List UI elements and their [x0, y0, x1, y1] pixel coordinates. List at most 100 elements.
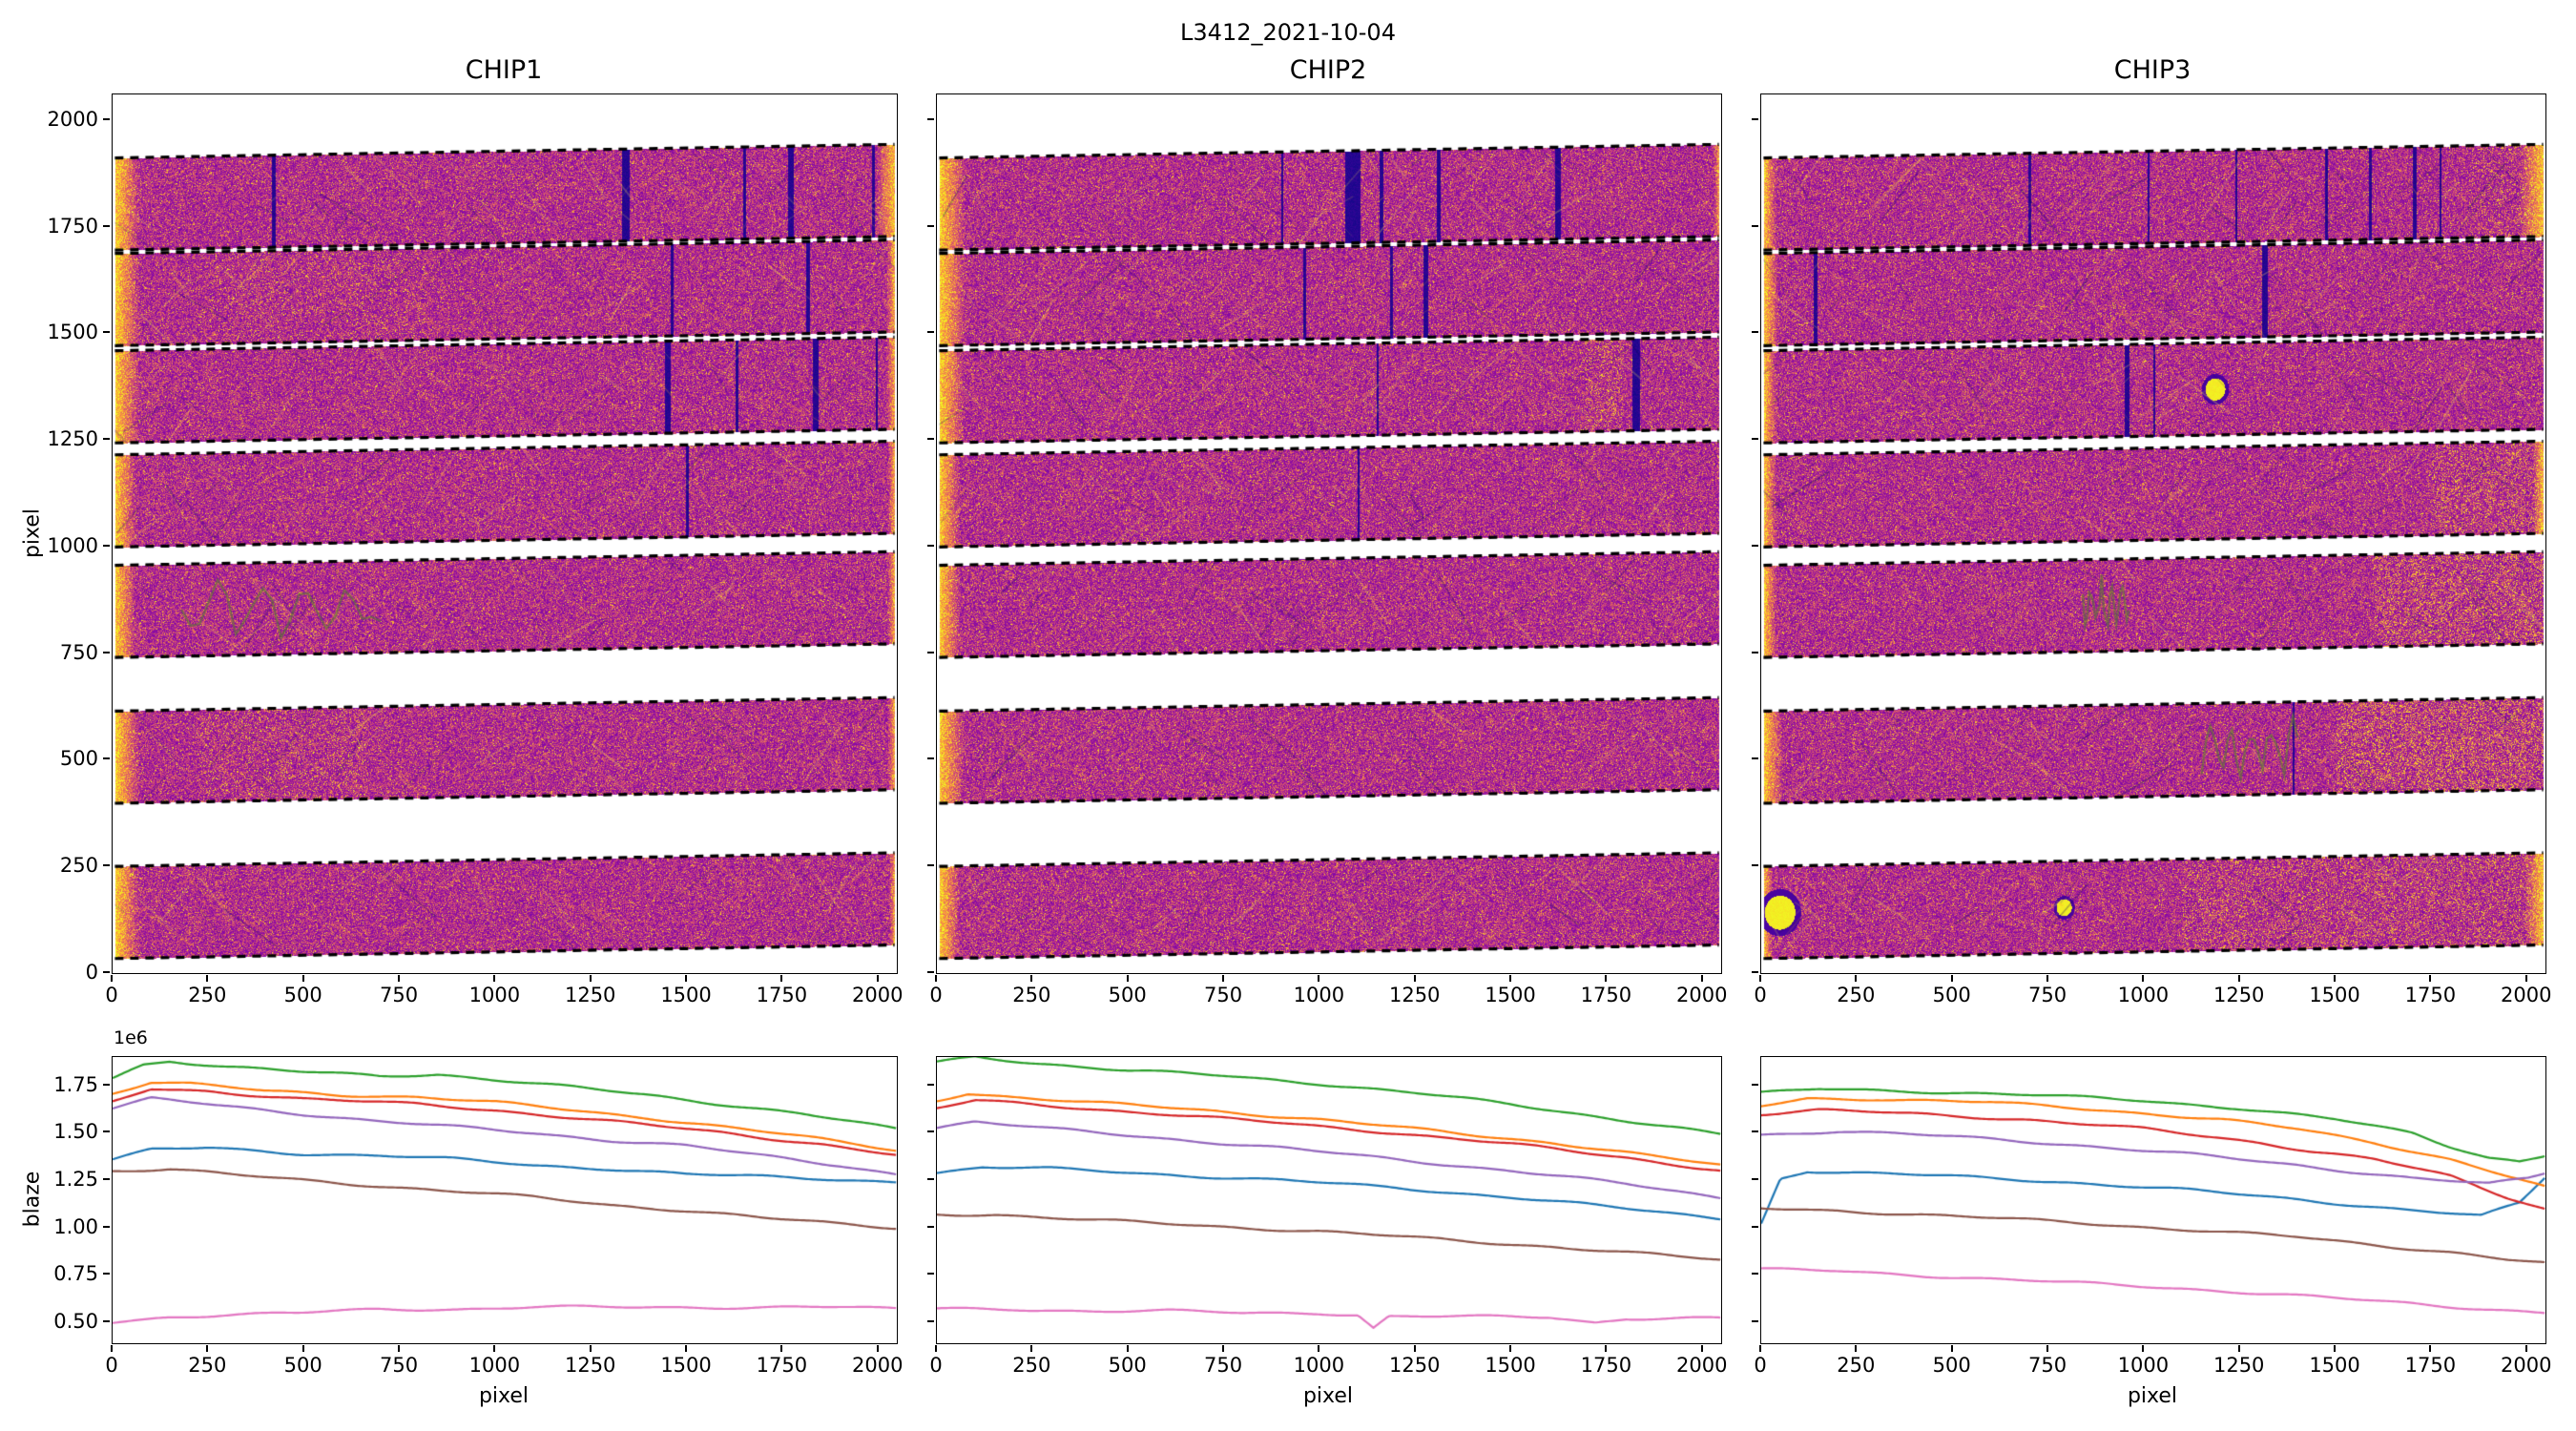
x-tick-label: 1500	[660, 984, 712, 1006]
x-tick	[2429, 1345, 2432, 1352]
x-tick-label: 1750	[756, 984, 808, 1006]
y-tick	[103, 1130, 110, 1133]
x-tick	[685, 1345, 688, 1352]
x-tick	[685, 975, 688, 982]
x-tick	[206, 975, 209, 982]
x-tick-label: 0	[929, 984, 943, 1006]
y-tick-label: 500	[59, 747, 98, 771]
x-tick-label: 2000	[2501, 1354, 2552, 1377]
y-tick	[927, 117, 934, 120]
y-tick	[1752, 757, 1758, 760]
y-tick	[927, 757, 934, 760]
x-tick	[2142, 1345, 2145, 1352]
y-tick	[103, 1320, 110, 1323]
y-tick	[1752, 544, 1758, 547]
y-tick	[1752, 1178, 1758, 1181]
x-tick	[1413, 975, 1416, 982]
y-tick-label: 1.50	[53, 1120, 98, 1144]
x-tick	[2429, 975, 2432, 982]
x-tick	[111, 975, 113, 982]
y-tick	[103, 971, 110, 973]
chip2-orders-panel	[936, 93, 1722, 974]
chip1-blaze-xlabel: pixel	[478, 1384, 530, 1408]
x-tick	[1855, 975, 1858, 982]
x-tick-label: 250	[1012, 984, 1051, 1006]
x-tick-label: 1750	[1580, 1354, 1632, 1377]
x-tick-label: 0	[1754, 1354, 1767, 1377]
y-tick	[1752, 438, 1758, 441]
x-tick-label: 0	[1754, 984, 1767, 1006]
x-tick	[493, 975, 496, 982]
y-tick	[103, 331, 110, 334]
y-tick	[927, 438, 934, 441]
offset-exponent-label: 1e6	[114, 1027, 148, 1048]
x-tick	[1413, 1345, 1416, 1352]
x-tick-label: 1500	[2309, 984, 2360, 1006]
y-tick	[927, 651, 934, 653]
x-tick	[1700, 975, 1703, 982]
x-tick-label: 1000	[1293, 984, 1345, 1006]
y-tick	[103, 1083, 110, 1086]
spectral-orders-image	[113, 94, 897, 973]
y-tick-label: 750	[59, 640, 98, 664]
y-tick	[927, 864, 934, 867]
y-tick-label: 1000	[47, 533, 98, 557]
blaze-curves-plot	[1761, 1057, 2545, 1343]
x-tick	[1950, 975, 1953, 982]
x-tick-label: 1250	[564, 984, 616, 1006]
x-tick-label: 750	[1203, 1354, 1243, 1377]
y-tick	[103, 224, 110, 227]
y-tick	[1752, 331, 1758, 334]
figure-title: L3412_2021-10-04	[1180, 19, 1396, 46]
x-tick	[1126, 975, 1129, 982]
y-tick	[927, 1178, 934, 1181]
x-tick	[2334, 1345, 2337, 1352]
y-tick	[1752, 1083, 1758, 1086]
top-row-ylabel: pixel	[20, 508, 45, 558]
x-tick	[1855, 1345, 1858, 1352]
x-tick	[2046, 975, 2049, 982]
x-tick	[2524, 975, 2527, 982]
x-tick-label: 1250	[564, 1354, 616, 1377]
y-tick-label: 0	[85, 961, 98, 984]
x-tick-label: 500	[1932, 1354, 1971, 1377]
y-tick-label: 0.75	[53, 1262, 98, 1286]
x-tick-label: 250	[1012, 1354, 1051, 1377]
y-tick-label: 1250	[47, 427, 98, 451]
x-tick	[2524, 1345, 2527, 1352]
y-tick	[103, 544, 110, 547]
x-tick	[1222, 1345, 1225, 1352]
x-tick	[1759, 1345, 1761, 1352]
x-tick-label: 250	[1837, 984, 1876, 1006]
x-tick	[1030, 1345, 1033, 1352]
x-tick	[780, 1345, 783, 1352]
y-tick-label: 1500	[47, 321, 98, 344]
y-tick-label: 1750	[47, 214, 98, 238]
x-tick	[2334, 975, 2337, 982]
y-tick	[927, 1083, 934, 1086]
y-tick-label: 2000	[47, 107, 98, 131]
chip2-title: CHIP2	[1289, 55, 1367, 85]
x-tick-label: 1500	[660, 1354, 712, 1377]
x-tick	[1605, 975, 1608, 982]
x-tick-label: 2000	[1676, 1354, 1728, 1377]
chip3-blaze-panel	[1760, 1056, 2546, 1344]
y-tick	[1752, 117, 1758, 120]
y-tick	[103, 651, 110, 653]
chip3-title: CHIP3	[2113, 55, 2192, 85]
y-tick	[1752, 224, 1758, 227]
x-tick-label: 1250	[2212, 1354, 2265, 1377]
x-tick-label: 1000	[468, 984, 521, 1006]
x-tick-label: 1750	[2404, 984, 2457, 1006]
y-tick	[103, 757, 110, 760]
x-tick	[2237, 1345, 2240, 1352]
chip1-blaze-panel	[112, 1056, 898, 1344]
x-tick	[1222, 975, 1225, 982]
x-tick	[111, 1345, 113, 1352]
x-tick-label: 1250	[2212, 984, 2265, 1006]
x-tick	[2046, 1345, 2049, 1352]
x-tick	[1126, 1345, 1129, 1352]
y-tick-label: 0.50	[53, 1310, 98, 1334]
x-tick-label: 500	[1108, 984, 1147, 1006]
